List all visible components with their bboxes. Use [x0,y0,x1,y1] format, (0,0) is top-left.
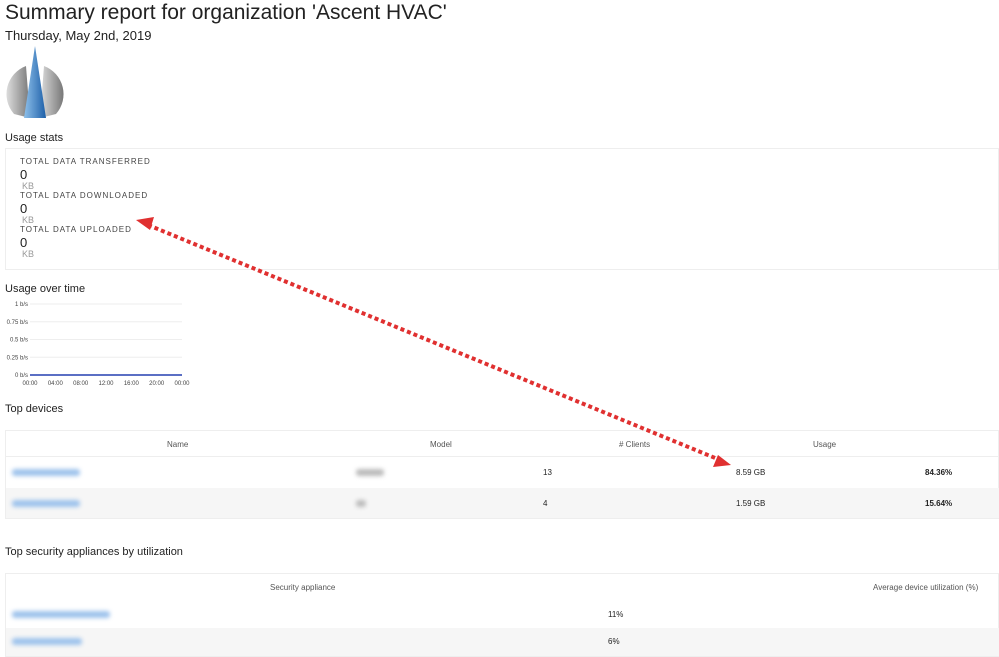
x-tick-label: 04:00 [48,381,64,387]
blurred-model [356,500,366,507]
blurred-model [356,469,384,476]
stat-label: TOTAL DATA DOWNLOADED [20,191,149,200]
section-title: Usage over time [5,283,86,295]
usage-chart: 0 b/s 0.25 b/s 0.5 b/s 0.75 b/s 1 b/s 00:00 04… [7,302,191,387]
section-title: Usage stats [5,132,64,144]
logo [6,46,64,118]
column-header: Model [430,440,452,449]
row-bg [6,488,999,518]
usage: 8.59 GB [736,468,766,477]
y-tick-label: 0 b/s [15,373,28,379]
row-bg [6,628,999,656]
y-tick-label: 0.25 b/s [7,355,28,361]
percent: 84.36% [925,468,953,477]
stat-label: TOTAL DATA UPLOADED [20,225,132,234]
stat-unit: KB [22,249,35,259]
section-title: Top security appliances by utilization [5,546,183,558]
stat-value: 0 [20,167,28,182]
stat-value: 0 [20,201,28,216]
x-tick-label: 16:00 [124,381,140,387]
x-tick-label: 20:00 [149,381,165,387]
stat-unit: KB [22,215,35,225]
blurred-name[interactable] [12,638,82,645]
x-tick-label: 00:00 [174,381,190,387]
stat-value: 0 [20,235,28,250]
title: Summary report for organization 'Ascent … [5,1,447,24]
utilization: 6% [608,637,620,646]
section-title: Top devices [5,403,64,415]
date: Thursday, May 2nd, 2019 [5,28,152,43]
blurred-name[interactable] [12,469,80,476]
stat-label: TOTAL DATA TRANSFERRED [20,157,151,166]
clients: 13 [543,468,552,477]
usage-stats-box [5,148,999,270]
divider [6,456,999,457]
y-tick-label: 0.5 b/s [10,338,28,344]
y-tick-label: 1 b/s [15,302,28,308]
utilization: 11% [608,610,624,619]
column-header: # Clients [619,440,651,449]
column-header: Average device utilization (%) [873,583,979,592]
percent: 15.64% [925,499,953,508]
blurred-name[interactable] [12,500,80,507]
usage: 1.59 GB [736,499,766,508]
column-header: Usage [813,440,837,449]
column-header: Security appliance [270,583,336,592]
x-tick-label: 00:00 [22,381,38,387]
column-header: Name [167,440,189,449]
x-tick-label: 12:00 [98,381,114,387]
x-tick-label: 08:00 [73,381,89,387]
blurred-name[interactable] [12,611,110,618]
clients: 4 [543,499,548,508]
y-tick-label: 0.75 b/s [7,320,28,326]
stat-unit: KB [22,181,35,191]
